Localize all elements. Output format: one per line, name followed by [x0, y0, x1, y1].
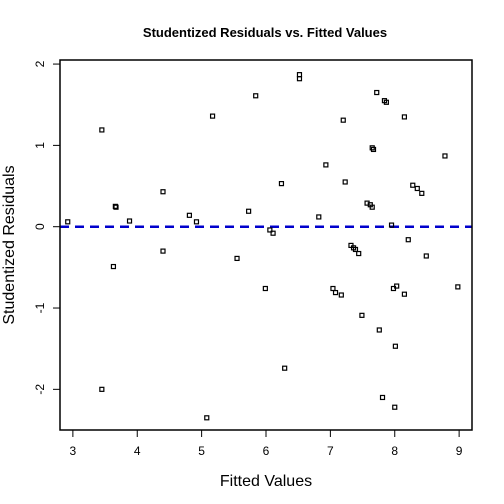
- data-point: [401, 291, 408, 297]
- axes: 3 4 5 6 7 8 9 -2 -1 0 1 2: [33, 60, 463, 458]
- data-point: [160, 189, 166, 195]
- data-point: [383, 99, 389, 105]
- data-point: [126, 218, 133, 224]
- data-point: [330, 285, 336, 292]
- y-tick-label: 2: [33, 60, 47, 67]
- data-point: [369, 204, 375, 210]
- y-tick-label: 1: [33, 142, 47, 149]
- data-point: [410, 182, 416, 188]
- data-point: [392, 343, 398, 349]
- data-point: [160, 248, 166, 254]
- data-point: [270, 230, 276, 236]
- data-point: [112, 203, 118, 209]
- x-axis-title: Fitted Values: [220, 473, 312, 490]
- data-point: [262, 285, 268, 292]
- data-point: [204, 415, 210, 421]
- x-tick-label: 3: [70, 444, 77, 458]
- data-point: [356, 250, 362, 257]
- y-tick-label: -1: [33, 302, 47, 313]
- x-tick-label: 6: [263, 444, 270, 458]
- data-point: [414, 185, 420, 192]
- data-point: [338, 292, 344, 298]
- data-point: [186, 212, 192, 218]
- x-tick-label: 8: [391, 444, 398, 458]
- data-point: [246, 208, 252, 214]
- data-point: [394, 283, 400, 289]
- data-point: [388, 222, 395, 228]
- data-point: [267, 227, 273, 233]
- data-point: [455, 284, 461, 290]
- data-point: [340, 117, 346, 123]
- data-point: [442, 153, 448, 159]
- data-point: [374, 89, 380, 96]
- data-point: [278, 181, 285, 187]
- data-point: [405, 237, 411, 243]
- data-point: [99, 386, 105, 392]
- data-point: [392, 404, 398, 410]
- x-tick-label: 9: [456, 444, 463, 458]
- data-point: [352, 246, 359, 253]
- data-point: [423, 253, 429, 259]
- data-point: [253, 93, 259, 99]
- data-point: [401, 114, 408, 120]
- data-point: [332, 289, 339, 296]
- x-tick-label: 4: [134, 444, 141, 458]
- data-point: [113, 204, 119, 210]
- chart-title: Studentized Residuals vs. Fitted Values: [143, 25, 387, 40]
- data-point: [282, 365, 288, 371]
- data-point: [65, 219, 71, 225]
- x-tick-label: 5: [198, 444, 205, 458]
- data-point: [193, 219, 200, 225]
- data-point: [323, 162, 329, 168]
- data-point: [296, 72, 303, 78]
- data-point: [370, 146, 377, 153]
- data-point: [110, 263, 117, 270]
- y-tick-label: -2: [33, 384, 47, 395]
- data-points: [65, 72, 461, 421]
- data-point: [419, 190, 425, 196]
- plot-frame: [59, 59, 473, 431]
- data-point: [99, 127, 105, 133]
- y-tick-label: 0: [33, 223, 47, 230]
- data-point: [376, 327, 382, 333]
- data-point: [209, 113, 216, 119]
- data-point: [234, 255, 240, 262]
- data-point: [342, 179, 348, 185]
- y-axis-title: Studentized Residuals: [1, 165, 18, 324]
- data-point: [316, 214, 322, 220]
- data-point: [296, 76, 303, 82]
- x-tick-label: 7: [327, 444, 334, 458]
- data-point: [379, 394, 386, 401]
- data-point: [359, 312, 365, 318]
